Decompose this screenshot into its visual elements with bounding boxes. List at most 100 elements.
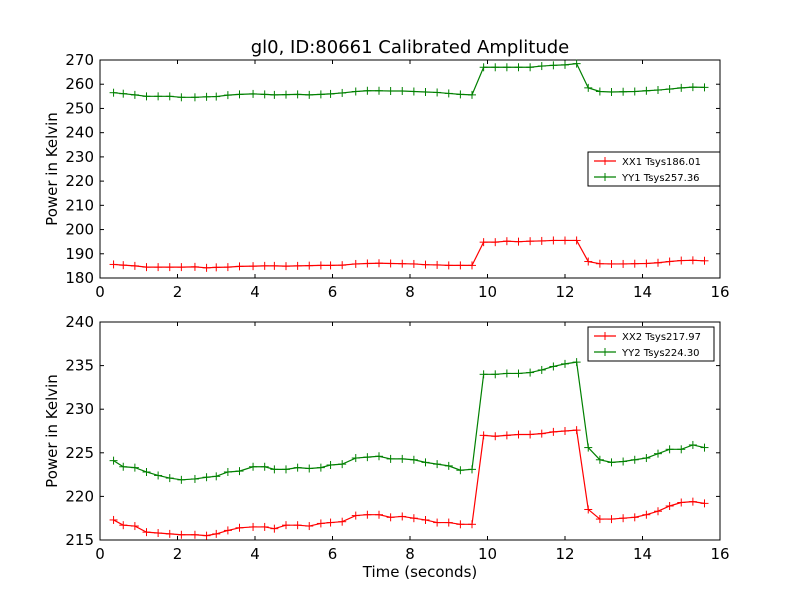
legend-entry: YY2 Tsys224.30 [594,348,700,359]
top-data-point [351,259,360,268]
bottom-data-point [537,429,546,438]
legend-box [587,326,715,362]
top-series-line [113,239,705,269]
top-data-point [398,259,407,268]
top-data-point [235,262,244,271]
bottom-x-tick-label: 6 [328,545,338,563]
bottom-data-point [607,458,616,467]
bottom-x-tick-label: 10 [478,545,497,563]
bottom-data-point [260,522,269,531]
top-y-tick-label: 210 [65,196,94,214]
top-data-point [630,87,639,96]
top-data-point [584,83,593,92]
bottom-y-tick-label: 240 [65,313,94,331]
bottom-data-point [223,526,232,535]
top-y-tick-label: 250 [65,99,94,117]
bottom-data-point [326,518,335,527]
bottom-x-tick-label: 8 [405,545,415,563]
bottom-data-point [363,453,372,462]
top-data-point [456,261,465,270]
top-y-tick-label: 240 [65,124,94,142]
bottom-data-point [677,498,686,507]
top-data-point [537,236,546,245]
bottom-data-point [375,510,383,519]
top-series-line [113,62,705,98]
bottom-data-point [468,520,476,529]
top-data-point [190,93,199,102]
bottom-data-point [595,515,604,524]
bottom-data-point [223,467,232,476]
top-data-point [479,63,488,72]
top-x-tick-label: 8 [405,283,415,301]
bottom-data-point [190,474,199,483]
bottom-data-point [514,369,523,378]
top-data-point [316,261,325,270]
top-data-point [491,63,500,72]
bottom-data-point [630,513,639,522]
bottom-data-point [654,507,662,516]
bottom-data-point [444,518,453,527]
top-data-point [338,88,347,97]
top-y-tick-label: 270 [65,51,94,69]
top-data-point [654,258,662,267]
bottom-data-point [130,522,139,531]
top-data-point [386,259,395,268]
top-data-point [282,262,290,271]
top-data-point [375,86,383,95]
top-data-point [468,90,476,99]
top-data-point [386,87,395,96]
top-data-point [260,90,269,99]
top-data-point [642,259,651,268]
bottom-data-point [572,426,581,435]
bottom-x-tick-label: 16 [710,545,729,563]
top-data-point [561,236,569,245]
bottom-data-point [316,463,325,472]
bottom-series-line [113,429,705,537]
bottom-data-point [619,514,628,523]
top-data-point [514,63,523,72]
top-data-point [607,259,616,268]
top-data-point [677,256,686,265]
bottom-data-point [130,463,139,472]
bottom-data-point [293,521,302,530]
top-data-point [537,62,546,71]
top-data-point [607,87,616,96]
top-data-point [130,90,139,99]
legend-label: XX1 Tsys186.01 [622,157,701,168]
top-data-point [212,92,221,101]
bottom-data-point [109,456,118,465]
bottom-data-point [154,471,163,480]
bottom-data-point [142,528,151,537]
top-series-0 [109,236,709,272]
bottom-data-point [677,445,686,454]
bottom-data-point [654,449,662,458]
bottom-data-point [386,513,395,522]
bottom-data-point [456,520,465,529]
bottom-data-point [212,472,221,481]
top-data-point [630,259,639,268]
legend-box [587,151,721,187]
bottom-data-point [351,454,360,463]
top-x-tick-label: 0 [95,283,105,301]
bottom-data-point [270,465,279,474]
bottom-x-tick-label: 2 [173,545,183,563]
top-data-point [293,261,302,270]
top-data-point [223,263,232,272]
bottom-data-point [665,445,674,454]
top-data-point [305,261,314,270]
top-data-point [479,238,488,247]
bottom-y-tick-label: 215 [65,531,94,549]
top-data-point [688,83,697,92]
top-data-point [444,89,453,98]
bottom-data-point [249,462,258,471]
bottom-data-point [177,475,186,484]
bottom-data-point [305,464,314,473]
bottom-y-tick-label: 235 [65,357,94,375]
top-data-point [526,237,535,246]
top-data-point [642,86,651,95]
bottom-data-point [142,467,151,476]
top-data-point [421,260,430,269]
top-data-point [456,90,465,99]
bottom-data-point [326,461,335,470]
